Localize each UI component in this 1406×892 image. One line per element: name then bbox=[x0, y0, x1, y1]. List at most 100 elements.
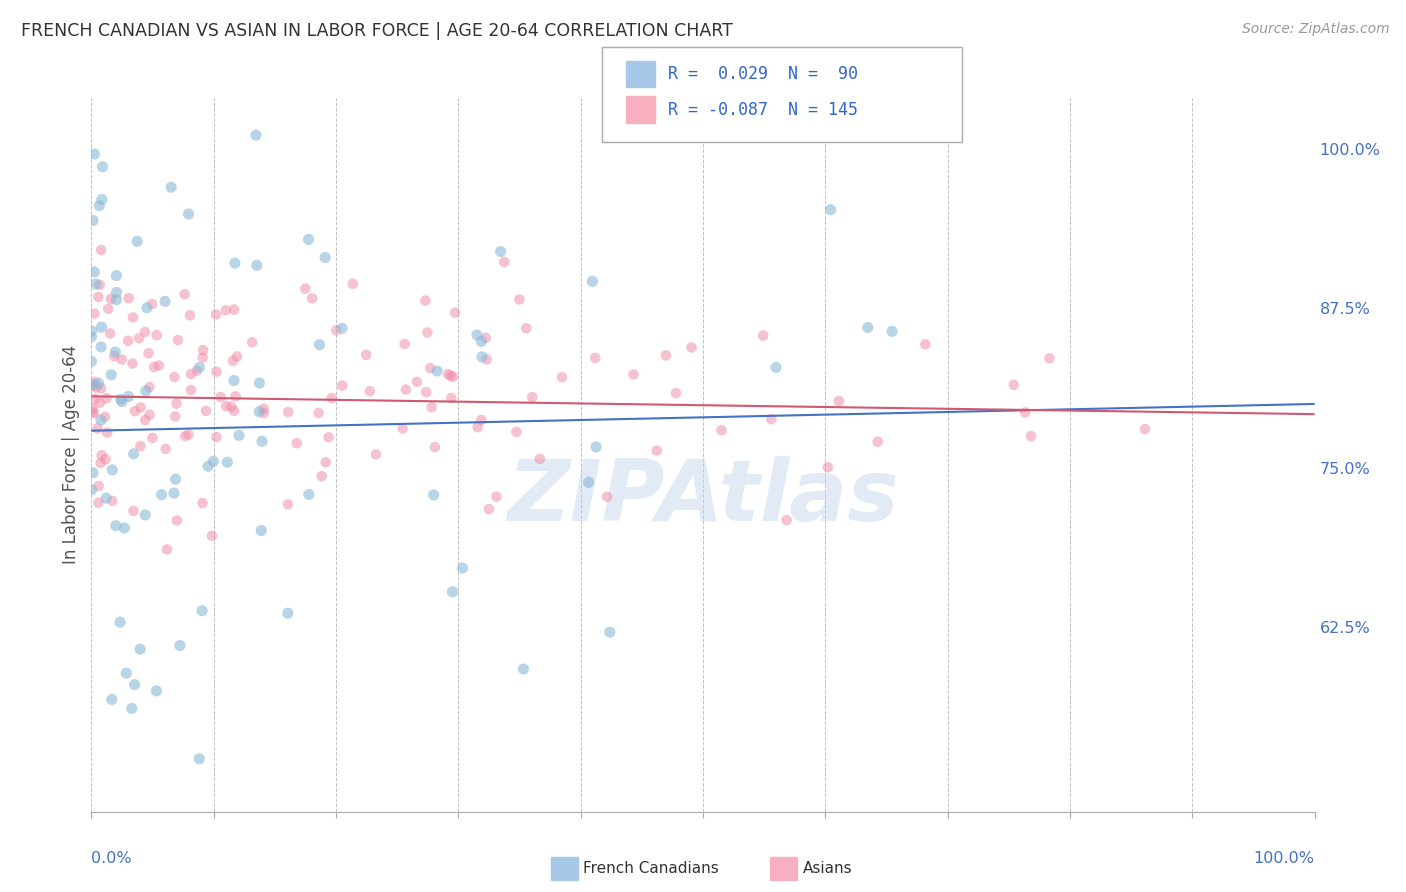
Point bbox=[122, 447, 145, 461]
Point bbox=[80, 378, 103, 392]
Point bbox=[105, 268, 128, 283]
Point bbox=[195, 404, 218, 418]
Point bbox=[96, 425, 118, 440]
Point bbox=[101, 692, 124, 706]
Point bbox=[765, 360, 787, 375]
Point bbox=[145, 328, 167, 343]
Point bbox=[583, 351, 606, 365]
Point bbox=[226, 350, 249, 364]
Point bbox=[82, 401, 104, 416]
Point bbox=[111, 394, 134, 409]
Point bbox=[155, 442, 177, 456]
Point bbox=[441, 370, 464, 384]
Point bbox=[121, 357, 143, 371]
Point bbox=[585, 440, 607, 454]
Point bbox=[228, 428, 250, 442]
Point bbox=[215, 303, 238, 318]
Point bbox=[83, 265, 105, 279]
Point bbox=[330, 321, 353, 335]
Point bbox=[91, 160, 114, 174]
Point bbox=[135, 384, 157, 398]
Point bbox=[201, 529, 224, 543]
Point bbox=[475, 331, 498, 345]
Text: ZIPAtlas: ZIPAtlas bbox=[508, 456, 898, 540]
Point bbox=[177, 427, 200, 442]
Point bbox=[245, 128, 267, 143]
Point bbox=[277, 405, 299, 419]
Point bbox=[136, 301, 159, 315]
Point bbox=[118, 389, 141, 403]
Point bbox=[215, 399, 238, 413]
Point bbox=[416, 326, 439, 340]
Point bbox=[489, 244, 512, 259]
Point bbox=[134, 508, 156, 522]
Point bbox=[522, 390, 544, 404]
Point bbox=[82, 377, 104, 392]
Point bbox=[817, 460, 839, 475]
Point bbox=[129, 401, 152, 415]
Point bbox=[87, 479, 110, 493]
Point bbox=[828, 393, 851, 408]
Point bbox=[222, 354, 245, 368]
Point bbox=[163, 486, 186, 500]
Point bbox=[94, 409, 117, 424]
Point bbox=[285, 436, 308, 450]
Point bbox=[342, 277, 364, 291]
Point bbox=[315, 455, 337, 469]
Point bbox=[112, 521, 135, 535]
Point bbox=[103, 349, 125, 363]
Point bbox=[406, 375, 429, 389]
Point bbox=[141, 297, 163, 311]
Point bbox=[105, 293, 128, 307]
Point bbox=[83, 307, 105, 321]
Point bbox=[191, 351, 214, 365]
Point bbox=[104, 345, 127, 359]
Point bbox=[89, 277, 111, 292]
Point bbox=[1133, 422, 1156, 436]
Point bbox=[97, 301, 120, 316]
Point bbox=[250, 434, 273, 449]
Point bbox=[122, 21, 145, 35]
Point bbox=[82, 466, 104, 480]
Y-axis label: In Labor Force | Age 20-64: In Labor Force | Age 20-64 bbox=[62, 345, 80, 565]
Point bbox=[508, 293, 530, 307]
Point bbox=[364, 447, 387, 461]
Point bbox=[820, 202, 842, 217]
Point bbox=[419, 361, 441, 376]
Point bbox=[665, 386, 688, 401]
Point bbox=[121, 701, 143, 715]
Point bbox=[82, 213, 104, 227]
Point bbox=[681, 341, 703, 355]
Point bbox=[249, 376, 271, 390]
Point bbox=[599, 625, 621, 640]
Point bbox=[471, 350, 494, 364]
Point bbox=[437, 367, 460, 381]
Point bbox=[128, 331, 150, 345]
Point bbox=[314, 251, 336, 265]
Point bbox=[247, 405, 270, 419]
Point bbox=[188, 360, 211, 375]
Text: R = -0.087  N = 145: R = -0.087 N = 145 bbox=[668, 101, 858, 119]
Point bbox=[440, 391, 463, 405]
Text: Source: ZipAtlas.com: Source: ZipAtlas.com bbox=[1241, 22, 1389, 37]
Point bbox=[98, 326, 121, 341]
Point bbox=[205, 430, 228, 444]
Point bbox=[253, 406, 276, 420]
Point bbox=[222, 404, 245, 418]
Point bbox=[156, 542, 179, 557]
Point bbox=[134, 325, 156, 339]
Point bbox=[308, 337, 330, 351]
Point bbox=[444, 305, 467, 319]
Point bbox=[224, 256, 246, 270]
Point bbox=[423, 440, 446, 454]
Point bbox=[82, 405, 104, 419]
Point bbox=[655, 348, 678, 362]
Point bbox=[485, 490, 508, 504]
Point bbox=[451, 561, 474, 575]
Point bbox=[115, 666, 138, 681]
Point bbox=[163, 370, 186, 384]
Point bbox=[354, 348, 377, 362]
Point bbox=[150, 852, 173, 866]
Point bbox=[470, 413, 492, 427]
Point bbox=[395, 383, 418, 397]
